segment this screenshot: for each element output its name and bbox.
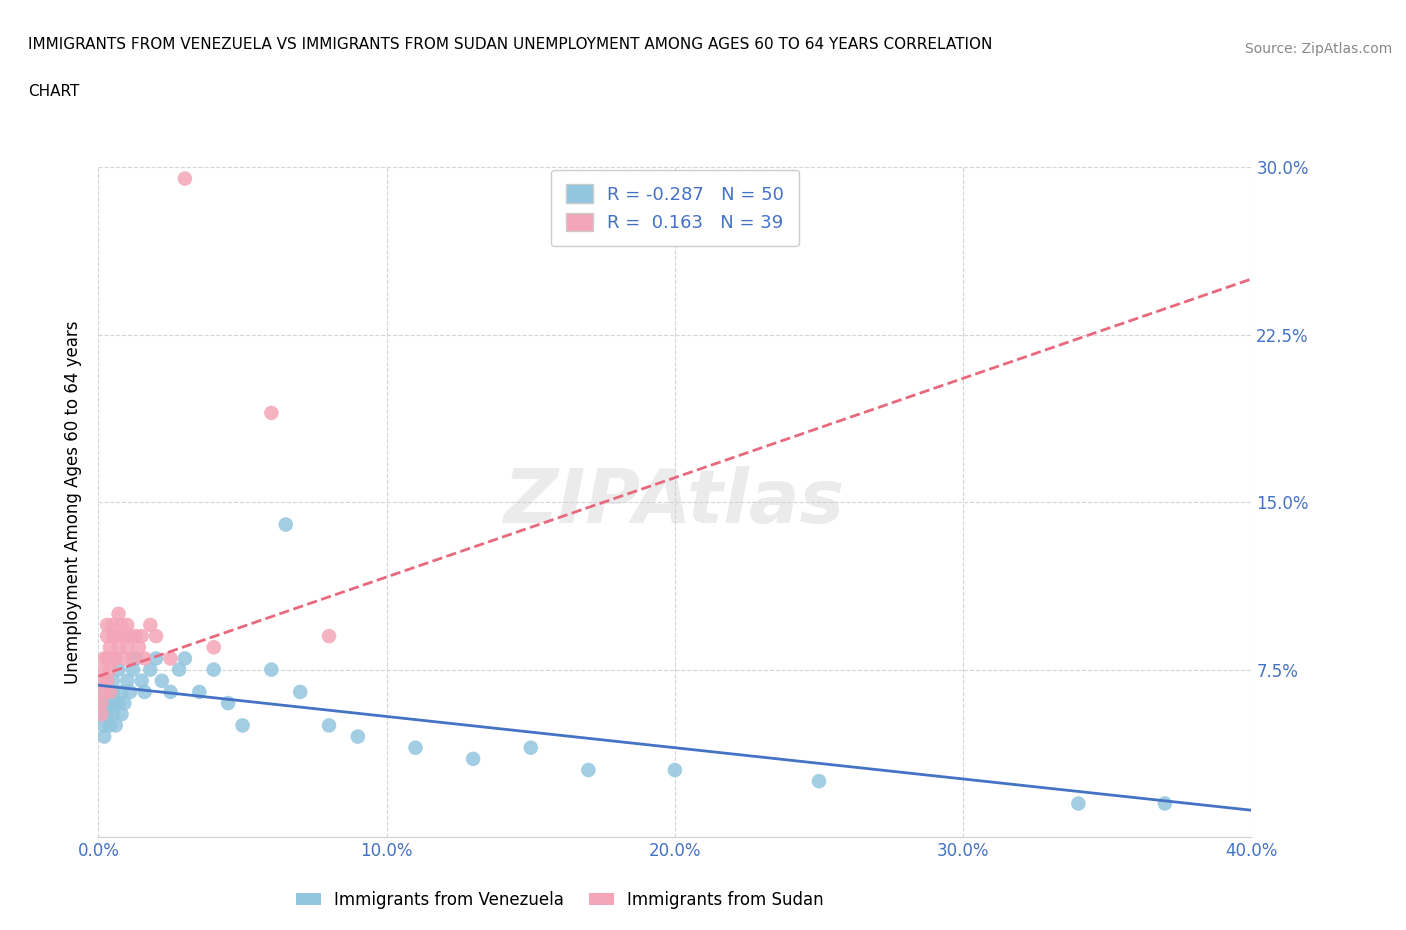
Point bbox=[101, 629, 124, 644]
Point bbox=[98, 718, 121, 733]
Point bbox=[110, 618, 132, 632]
Point bbox=[145, 629, 167, 644]
Point bbox=[174, 171, 197, 186]
Point bbox=[117, 673, 139, 688]
Point bbox=[90, 707, 112, 722]
Point bbox=[101, 618, 124, 632]
Point bbox=[318, 718, 340, 733]
Point bbox=[346, 729, 368, 744]
Point bbox=[107, 696, 129, 711]
Point bbox=[93, 684, 115, 699]
Point bbox=[117, 640, 139, 655]
Point bbox=[93, 684, 115, 699]
Point bbox=[98, 662, 121, 677]
Point bbox=[260, 662, 283, 677]
Point bbox=[125, 629, 148, 644]
Point bbox=[318, 629, 340, 644]
Point bbox=[231, 718, 254, 733]
Point bbox=[125, 651, 148, 666]
Point bbox=[90, 696, 112, 711]
Point bbox=[98, 684, 121, 699]
Point bbox=[90, 707, 112, 722]
Point bbox=[131, 673, 153, 688]
Point bbox=[90, 696, 112, 711]
Point bbox=[112, 696, 135, 711]
Point bbox=[664, 763, 686, 777]
Point bbox=[159, 651, 181, 666]
Point bbox=[96, 707, 118, 722]
Point bbox=[131, 629, 153, 644]
Point bbox=[461, 751, 484, 766]
Point bbox=[110, 629, 132, 644]
Point bbox=[107, 606, 129, 621]
Point bbox=[98, 696, 121, 711]
Point bbox=[96, 618, 118, 632]
Point bbox=[96, 651, 118, 666]
Text: ZIPAtlas: ZIPAtlas bbox=[505, 466, 845, 538]
Text: Source: ZipAtlas.com: Source: ZipAtlas.com bbox=[1244, 42, 1392, 56]
Point bbox=[405, 740, 427, 755]
Point bbox=[134, 651, 156, 666]
Point bbox=[139, 618, 162, 632]
Point bbox=[112, 651, 135, 666]
Point bbox=[520, 740, 543, 755]
Point bbox=[104, 629, 127, 644]
Point bbox=[139, 662, 162, 677]
Point bbox=[122, 662, 145, 677]
Point bbox=[110, 707, 132, 722]
Point bbox=[202, 640, 225, 655]
Point bbox=[98, 684, 121, 699]
Point bbox=[1067, 796, 1090, 811]
Point bbox=[104, 696, 127, 711]
Point bbox=[101, 707, 124, 722]
Point bbox=[117, 618, 139, 632]
Point bbox=[101, 673, 124, 688]
Point bbox=[101, 684, 124, 699]
Point bbox=[578, 763, 600, 777]
Point bbox=[290, 684, 312, 699]
Point bbox=[1153, 796, 1175, 811]
Text: IMMIGRANTS FROM VENEZUELA VS IMMIGRANTS FROM SUDAN UNEMPLOYMENT AMONG AGES 60 TO: IMMIGRANTS FROM VENEZUELA VS IMMIGRANTS … bbox=[28, 37, 993, 52]
Point bbox=[145, 651, 167, 666]
Point bbox=[122, 651, 145, 666]
Point bbox=[260, 405, 283, 420]
Point bbox=[104, 651, 127, 666]
Legend: Immigrants from Venezuela, Immigrants from Sudan: Immigrants from Venezuela, Immigrants fr… bbox=[288, 884, 831, 916]
Point bbox=[150, 673, 173, 688]
Point bbox=[217, 696, 239, 711]
Point bbox=[93, 651, 115, 666]
Point bbox=[167, 662, 190, 677]
Point bbox=[93, 729, 115, 744]
Text: CHART: CHART bbox=[28, 84, 80, 99]
Point bbox=[107, 640, 129, 655]
Point bbox=[98, 640, 121, 655]
Point bbox=[96, 629, 118, 644]
Point bbox=[202, 662, 225, 677]
Point bbox=[159, 684, 181, 699]
Point bbox=[807, 774, 830, 789]
Point bbox=[93, 662, 115, 677]
Point bbox=[134, 684, 156, 699]
Point bbox=[93, 718, 115, 733]
Point bbox=[112, 629, 135, 644]
Y-axis label: Unemployment Among Ages 60 to 64 years: Unemployment Among Ages 60 to 64 years bbox=[65, 321, 83, 684]
Point bbox=[188, 684, 211, 699]
Point bbox=[96, 673, 118, 688]
Point bbox=[110, 684, 132, 699]
Point bbox=[104, 718, 127, 733]
Point bbox=[107, 662, 129, 677]
Point bbox=[90, 673, 112, 688]
Point bbox=[174, 651, 197, 666]
Point bbox=[274, 517, 297, 532]
Point bbox=[120, 629, 142, 644]
Point bbox=[120, 684, 142, 699]
Point bbox=[96, 696, 118, 711]
Point bbox=[96, 673, 118, 688]
Point bbox=[101, 651, 124, 666]
Point bbox=[128, 640, 150, 655]
